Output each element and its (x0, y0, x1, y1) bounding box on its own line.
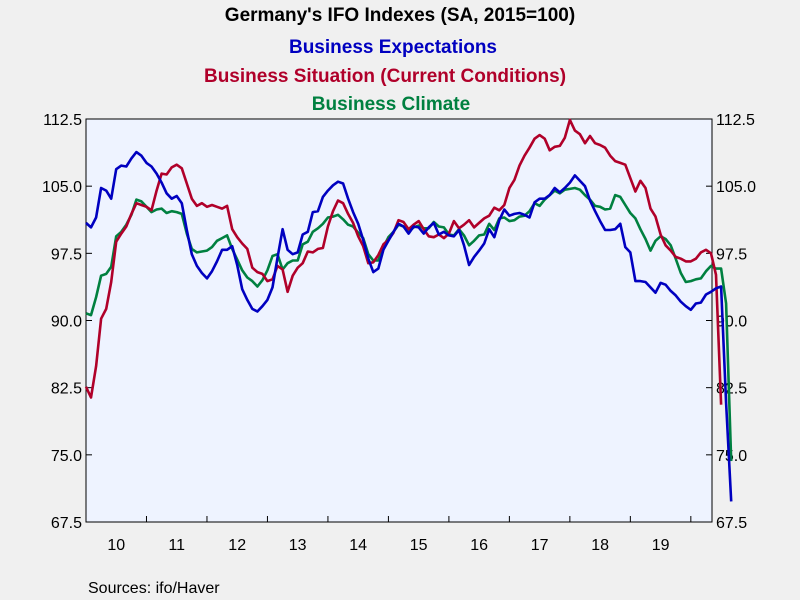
source-note: Sources: ifo/Haver (88, 580, 220, 597)
y-tick-label-left: 82.5 (51, 381, 82, 398)
legend-business-climate: Business Climate (312, 94, 470, 115)
y-tick-label-right: 97.5 (716, 246, 747, 263)
plot-area (85, 118, 713, 523)
x-tick-label: 19 (652, 537, 670, 554)
y-tick-label-right: 67.5 (716, 515, 747, 532)
x-axis: 10 11 12 13 14 15 16 17 18 19 (85, 516, 692, 554)
y-tick-label-right: 112.5 (716, 112, 755, 129)
x-tick-label: 14 (349, 537, 367, 554)
chart-title: Germany's IFO Indexes (SA, 2015=100) (225, 5, 575, 26)
series-lines (84, 118, 733, 502)
y-tick-label-left: 97.5 (51, 246, 82, 263)
y-tick-label-right: 90.0 (716, 314, 747, 331)
y-tick-label-left: 112.5 (43, 112, 82, 129)
x-tick-label: 13 (289, 537, 307, 554)
x-tick-label: 11 (168, 537, 185, 554)
x-tick-label: 12 (228, 537, 246, 554)
series-business-expectations (85, 150, 733, 502)
x-tick-label: 18 (591, 537, 609, 554)
y-tick-label-left: 90.0 (51, 314, 82, 331)
y-tick-label-left: 75.0 (51, 448, 82, 465)
x-tick-label: 17 (531, 537, 549, 554)
legend-business-expectations: Business Expectations (289, 37, 497, 58)
x-tick-label: 10 (107, 537, 125, 554)
y-tick-label-left: 67.5 (51, 515, 82, 532)
x-tick-label: 15 (410, 537, 428, 554)
y-tick-label-left: 105.0 (42, 179, 82, 196)
legend-business-situation: Business Situation (Current Conditions) (204, 66, 566, 87)
series-business-situation (84, 118, 723, 405)
y-tick-label-right: 105.0 (716, 179, 756, 196)
x-tick-label: 16 (470, 537, 488, 554)
y-tick-label-right: 82.5 (716, 381, 747, 398)
